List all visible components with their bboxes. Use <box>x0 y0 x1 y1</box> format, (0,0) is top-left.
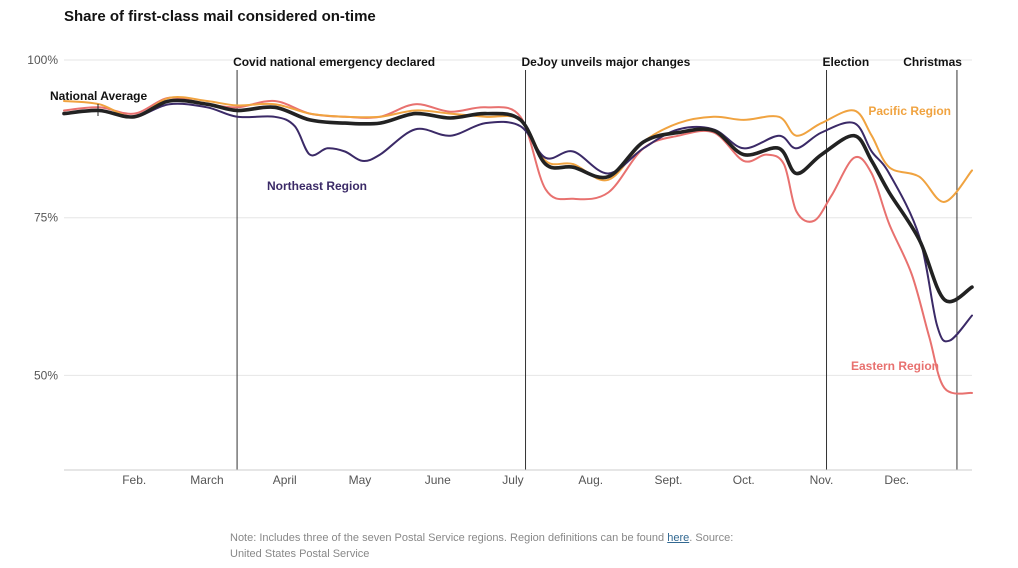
pacific-region-line <box>63 96 973 203</box>
chart-title: Share of first-class mail considered on-… <box>64 8 376 25</box>
x-tick-label: June <box>425 473 451 487</box>
y-tick-label: 100% <box>27 53 58 67</box>
national-average-label: National Average <box>50 89 147 103</box>
event-label: Election <box>823 55 870 69</box>
x-tick-label: Sept. <box>654 473 682 487</box>
event-label: DeJoy unveils major changes <box>522 55 691 69</box>
y-axis-ticks: 100% 75% 50% <box>27 53 58 382</box>
series-lines <box>62 96 974 395</box>
note-text-after: . Source: United States Postal Service <box>230 532 734 560</box>
y-tick-label: 75% <box>34 211 58 225</box>
x-tick-label: April <box>273 473 297 487</box>
region-definitions-link[interactable]: here <box>667 532 690 544</box>
x-tick-label: May <box>349 473 372 487</box>
pacific-region-label: Pacific Region <box>868 104 951 118</box>
event-markers: Covid national emergency declared DeJoy u… <box>233 55 962 470</box>
x-tick-label: Aug. <box>578 473 603 487</box>
northeast-region-line <box>63 102 973 343</box>
x-tick-label: July <box>502 473 523 487</box>
footnote: Note: Includes three of the seven Postal… <box>230 530 750 562</box>
series-labels: National Average Pacific Region Northeast … <box>50 89 951 373</box>
x-tick-label: Dec. <box>884 473 909 487</box>
x-axis: Feb. March April May June July Aug. Sept. Oct. No… <box>64 469 972 487</box>
x-tick-label: Nov. <box>810 473 834 487</box>
note-text-before: Note: Includes three of the seven Postal… <box>230 532 668 544</box>
northeast-region-label: Northeast Region <box>267 179 367 193</box>
national-average-line <box>62 98 974 304</box>
grid-lines <box>64 59 972 376</box>
x-tick-label: Feb. <box>122 473 146 487</box>
event-label: Covid national emergency declared <box>233 55 435 69</box>
y-tick-label: 50% <box>34 368 58 382</box>
x-tick-label: March <box>190 473 223 487</box>
x-tick-label: Oct. <box>733 473 755 487</box>
eastern-region-label: Eastern Region <box>851 359 939 373</box>
event-label: Christmas <box>903 55 962 69</box>
